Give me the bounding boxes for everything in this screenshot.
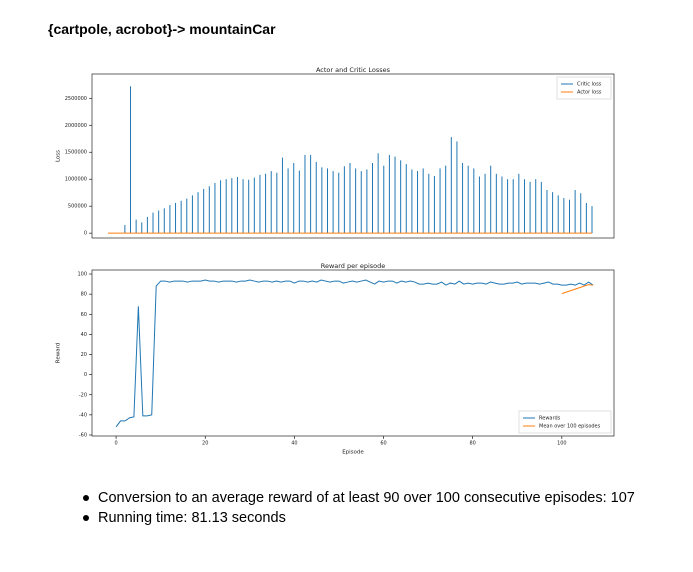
x-tick-label: 40 — [291, 441, 297, 447]
y-tick-label: 1000000 — [65, 177, 87, 183]
charts: Actor and Critic Losses 0 500000 1000000 150… — [56, 66, 615, 456]
y-tick-label: 0 — [84, 231, 87, 237]
plot-area — [91, 269, 615, 437]
y-tick-label: -40 — [79, 412, 87, 418]
legend-box — [556, 76, 612, 100]
x-tick-label: 0 — [114, 441, 117, 447]
y-tick-label: 20 — [81, 352, 87, 358]
bullet-list: Conversion to an average reward of at le… — [78, 488, 638, 528]
x-tick-label: 20 — [202, 441, 208, 447]
y-tick-label: 500000 — [68, 204, 87, 210]
y-tick-label: 2500000 — [65, 96, 87, 102]
chart-title: Reward per episode — [321, 262, 386, 270]
legend-label: Mean over 100 episodes — [539, 424, 601, 430]
y-tick-label: 0 — [84, 372, 87, 378]
y-tick-label: 100 — [77, 272, 87, 278]
y-axis-label: Loss — [56, 150, 62, 162]
bullet: Running time: 81.13 seconds — [78, 508, 638, 528]
y-tick-label: 40 — [81, 332, 87, 338]
series-line — [561, 284, 594, 295]
x-tick-label: 60 — [380, 441, 386, 447]
y-axis-label: Reward — [56, 343, 62, 363]
y-tick-label: 80 — [81, 292, 87, 298]
chart-title: Actor and Critic Losses — [316, 66, 391, 74]
x-tick-label: 80 — [470, 441, 476, 447]
legend-box — [518, 410, 612, 434]
legend-label: Rewards — [539, 416, 561, 422]
x-tick-label: 100 — [557, 441, 567, 447]
legend-label: Actor loss — [577, 90, 602, 96]
legend-label: Critic loss — [577, 82, 602, 88]
plot-area — [91, 73, 615, 239]
document-title: {cartpole, acrobot}-> mountainCar — [48, 21, 276, 37]
bullet: Conversion to an average reward of at le… — [78, 488, 638, 508]
y-tick-label: 2000000 — [65, 123, 87, 129]
y-tick-label: -60 — [79, 432, 87, 438]
y-tick-label: 1500000 — [65, 150, 87, 156]
series-line — [115, 279, 594, 428]
y-tick-label: 60 — [81, 312, 87, 318]
y-tick-label: -20 — [79, 392, 87, 398]
x-axis-label: Episode — [342, 450, 364, 456]
